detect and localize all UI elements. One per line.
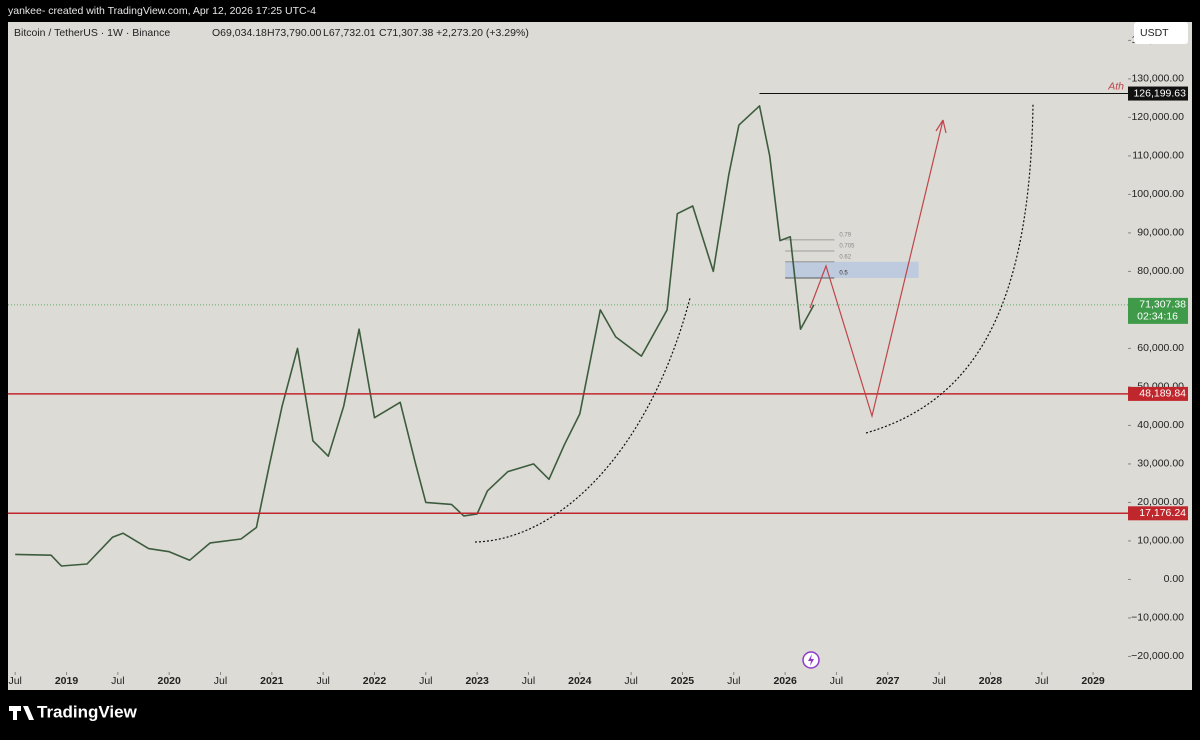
last-price-badge bbox=[1128, 297, 1188, 324]
y-tick-label: 30,000.00 bbox=[1137, 458, 1184, 470]
symbol: Bitcoin / TetherUS · 1W · Binance bbox=[14, 27, 170, 39]
y-tick-label: 0.00 bbox=[1164, 573, 1185, 585]
x-tick-label: Jul bbox=[214, 675, 227, 687]
x-tick-label: Jul bbox=[419, 675, 432, 687]
fib-label: 0.5 bbox=[839, 271, 848, 277]
legend: Bitcoin / TetherUS · 1W · Binance O69,03… bbox=[14, 27, 529, 39]
x-tick-label: Jul bbox=[8, 675, 21, 687]
x-tick-label: 2022 bbox=[363, 675, 387, 687]
chart-panel bbox=[8, 22, 1192, 690]
curve-drawing bbox=[474, 297, 691, 543]
footer: TradingView bbox=[9, 702, 138, 721]
y-tick-label: 10,000.00 bbox=[1137, 535, 1184, 547]
curve-drawing bbox=[865, 103, 1034, 434]
currency-button[interactable] bbox=[1134, 22, 1188, 44]
ohlc-close: C71,307.38 bbox=[379, 27, 433, 39]
fib-label: 0.62 bbox=[839, 254, 851, 260]
x-tick-label: 2029 bbox=[1081, 675, 1105, 687]
fib-label: 0.79 bbox=[839, 232, 851, 238]
x-tick-label: 2026 bbox=[773, 675, 797, 687]
y-tick-label: 60,000.00 bbox=[1137, 342, 1184, 354]
ohlc-change: +2,273.20 (+3.29%) bbox=[436, 27, 529, 39]
y-tick-label: 110,000.00 bbox=[1132, 150, 1184, 162]
y-tick-label: −20,000.00 bbox=[1131, 650, 1184, 662]
x-tick-label: Jul bbox=[1035, 675, 1048, 687]
x-tick-label: 2027 bbox=[876, 675, 900, 687]
projection-arrowhead bbox=[935, 119, 947, 134]
y-tick-label: 40,000.00 bbox=[1137, 419, 1184, 431]
fib-zone bbox=[785, 261, 919, 278]
y-tick-label: 90,000.00 bbox=[1137, 227, 1184, 239]
x-tick-label: 2021 bbox=[260, 675, 284, 687]
x-tick-label: 2020 bbox=[157, 675, 181, 687]
x-tick-label: 2024 bbox=[568, 675, 592, 687]
x-tick-label: Jul bbox=[830, 675, 843, 687]
ohlc-low: L67,732.01 bbox=[323, 27, 376, 39]
currency[interactable]: USDT bbox=[1140, 27, 1169, 39]
x-tick-label: 2019 bbox=[55, 675, 79, 687]
y-tick-label: 80,000.00 bbox=[1137, 265, 1184, 277]
ohlc-high: H73,790.00 bbox=[267, 27, 321, 39]
level-label: 126,199.63 bbox=[1133, 87, 1186, 99]
x-tick-label: Jul bbox=[624, 675, 637, 687]
ohlc-open: O69,034.18 bbox=[212, 27, 267, 39]
level-label: 48,189.84 bbox=[1139, 388, 1186, 400]
y-tick-label: −10,000.00 bbox=[1131, 612, 1184, 624]
logo-mark bbox=[9, 706, 34, 720]
y-tick-label: 100,000.00 bbox=[1131, 188, 1184, 200]
events-icon-bolt bbox=[808, 654, 814, 666]
price-line bbox=[15, 105, 815, 567]
x-tick-label: Jul bbox=[932, 675, 945, 687]
level-label: 17,176.24 bbox=[1139, 507, 1186, 519]
x-tick-label: 2025 bbox=[671, 675, 695, 687]
level-badge bbox=[1128, 386, 1188, 401]
x-tick-label: Jul bbox=[522, 675, 535, 687]
fib-label: 0.705 bbox=[839, 244, 855, 250]
y-tick-label: 120,000.00 bbox=[1131, 111, 1184, 123]
last-price-label: 71,307.38 bbox=[1139, 299, 1186, 311]
x-tick-label: Jul bbox=[727, 675, 740, 687]
level-badge bbox=[1128, 86, 1188, 101]
x-tick-label: Jul bbox=[316, 675, 329, 687]
x-tick-label: 2023 bbox=[465, 675, 489, 687]
countdown: 02:34:16 bbox=[1137, 311, 1178, 323]
x-tick-label: 2028 bbox=[979, 675, 1003, 687]
level-note: Ath bbox=[1107, 80, 1124, 92]
credit: yankee- created with TradingView.com, Ap… bbox=[8, 5, 316, 17]
level-badge bbox=[1128, 506, 1188, 521]
x-tick-label: Jul bbox=[111, 675, 124, 687]
brand: TradingView bbox=[37, 702, 138, 721]
y-tick-label: 20,000.00 bbox=[1137, 496, 1184, 508]
projection-drawing bbox=[809, 119, 944, 419]
y-tick-label: 130,000.00 bbox=[1131, 73, 1184, 85]
